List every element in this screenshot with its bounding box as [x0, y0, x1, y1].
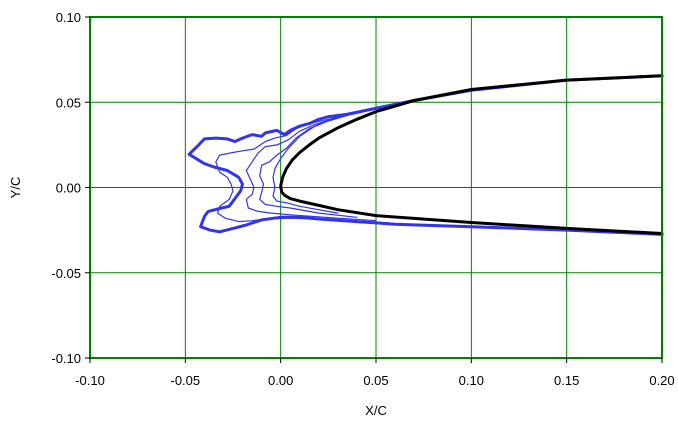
- y-tick-label: 0.05: [56, 95, 81, 110]
- y-axis-label: Y/C: [8, 177, 23, 199]
- y-tick-label: 0.00: [56, 181, 81, 196]
- airfoil-line: [279, 74, 664, 235]
- y-tick-label: -0.10: [51, 351, 81, 366]
- ice-inner-2-line: [245, 108, 377, 222]
- ice-inner-3-line: [259, 111, 358, 218]
- x-tick-label: -0.05: [171, 373, 201, 388]
- x-tick-label: 0.20: [649, 373, 674, 388]
- x-tick-label: -0.10: [75, 373, 105, 388]
- x-tick-label: 0.15: [554, 373, 579, 388]
- ice-inner-4-line: [272, 115, 339, 214]
- x-tick-label: 0.10: [459, 373, 484, 388]
- x-axis-label: X/C: [365, 403, 387, 418]
- x-tick-label: 0.00: [268, 373, 293, 388]
- y-tick-label: 0.10: [56, 10, 81, 25]
- x-tick-label: 0.05: [363, 373, 388, 388]
- y-tick-label: -0.05: [51, 266, 81, 281]
- ice-inner-1-line: [215, 103, 396, 224]
